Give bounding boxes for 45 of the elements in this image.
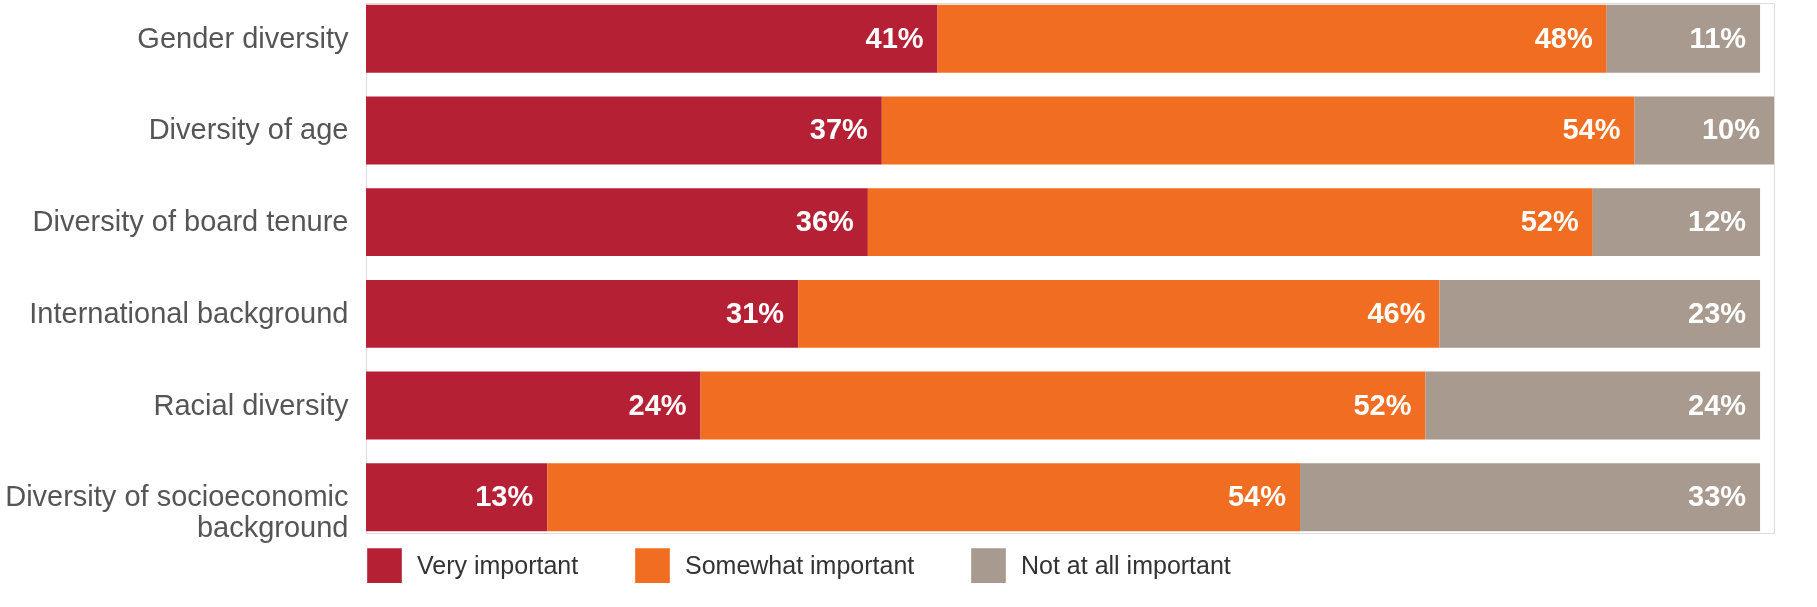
data-label: 46%: [1367, 296, 1426, 329]
y-tick-label: Diversity of age: [148, 113, 349, 146]
data-label: 24%: [1688, 388, 1747, 421]
bar: [366, 96, 882, 165]
bar: [867, 188, 1593, 257]
legend-label: Not at all important: [1021, 550, 1231, 579]
bar: [881, 96, 1635, 165]
data-label: 33%: [1688, 480, 1747, 513]
bar: [798, 279, 1440, 348]
data-label: 52%: [1520, 205, 1579, 238]
bar: [937, 4, 1607, 73]
legend-label: Very important: [417, 550, 579, 579]
bar: [1439, 279, 1761, 348]
y-tick-label: Diversity of socioeconomic background: [5, 480, 349, 544]
y-tick-label: Gender diversity: [137, 21, 349, 54]
data-label: 11%: [1689, 21, 1747, 54]
data-label: 24%: [628, 388, 687, 421]
data-label: 13%: [475, 480, 534, 513]
bar: [1606, 4, 1761, 73]
data-label: 23%: [1688, 296, 1747, 329]
bar: [366, 371, 701, 440]
bar: [1300, 463, 1761, 532]
bar: [547, 463, 1301, 532]
y-tick-label: International background: [29, 296, 349, 329]
data-label: 31%: [726, 296, 785, 329]
data-label: 54%: [1227, 480, 1287, 513]
legend-label: Somewhat important: [685, 550, 915, 579]
bar: [366, 4, 938, 73]
data-label: 12%: [1688, 205, 1747, 238]
bar: [366, 279, 799, 348]
bar: [366, 188, 868, 257]
data-label: 52%: [1353, 388, 1412, 421]
data-label: 41%: [865, 21, 924, 54]
bar: [366, 463, 548, 532]
data-label: 54%: [1562, 113, 1621, 146]
y-tick-label: Diversity of board tenure: [32, 205, 349, 238]
bar: [700, 371, 1426, 440]
y-tick-label: Racial diversity: [153, 388, 349, 421]
data-label: 10%: [1701, 113, 1761, 146]
data-label: 36%: [795, 205, 855, 238]
bar: [1425, 371, 1761, 440]
data-label: 48%: [1534, 21, 1593, 54]
data-label: 37%: [809, 113, 869, 146]
bar: [1592, 188, 1761, 257]
bar: [1634, 96, 1774, 165]
